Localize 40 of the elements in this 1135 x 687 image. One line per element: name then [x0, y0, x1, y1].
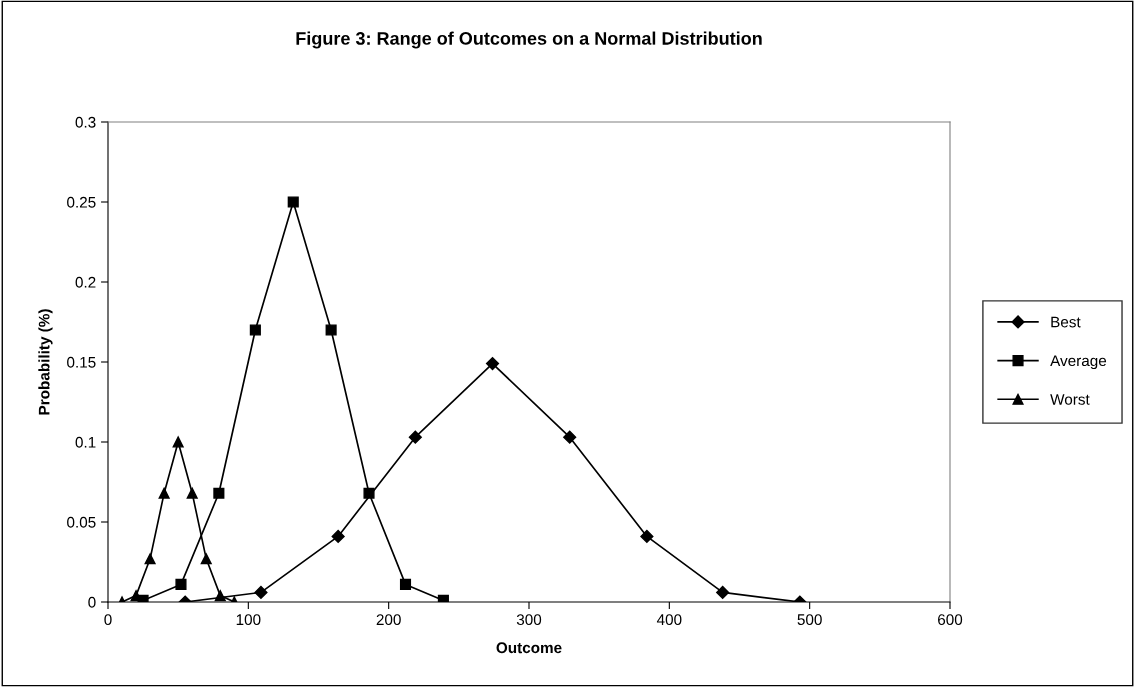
y-tick-label: 0.1: [75, 436, 96, 448]
legend-label: Average: [1050, 355, 1107, 370]
point: [214, 590, 226, 602]
y-tick-label: 0.25: [67, 196, 96, 208]
y-tick-label: 0.3: [75, 116, 96, 128]
chart-title: Figure 3: Range of Outcomes on a Normal Distribution: [296, 31, 762, 49]
x-tick-label: 100: [236, 614, 261, 626]
legend-label: Worst: [1050, 394, 1090, 405]
x-tick-label: 500: [797, 614, 822, 626]
x-tick-label: 200: [376, 614, 401, 626]
x-tick-label: 400: [656, 614, 682, 626]
point: [399, 578, 412, 590]
x-tick-label: 600: [938, 614, 963, 626]
x-tick-label: 300: [516, 614, 542, 626]
point: [287, 196, 299, 208]
point: [640, 529, 654, 543]
point: [249, 324, 261, 336]
point: [144, 553, 156, 565]
point: [331, 529, 345, 543]
point: [175, 578, 187, 590]
point: [716, 585, 730, 599]
point: [172, 436, 184, 448]
point: [254, 585, 268, 599]
y-axis-title: Probability (%): [38, 309, 53, 415]
point: [408, 430, 422, 444]
y-tick-label: 0: [88, 596, 96, 608]
point: [563, 430, 577, 444]
y-tick-label: 0.15: [67, 356, 96, 368]
x-tick-label: 0: [104, 614, 112, 626]
x-axis-title: Outcome: [496, 642, 562, 654]
point: [325, 324, 337, 336]
point: [485, 357, 500, 371]
y-tick-label: 0.05: [67, 516, 96, 528]
point: [363, 487, 375, 499]
point: [200, 553, 212, 565]
y-tick-label: 0.2: [75, 276, 96, 288]
point: [158, 487, 170, 499]
point: [186, 487, 198, 499]
legend-label: Best: [1051, 316, 1081, 328]
point: [213, 487, 225, 499]
